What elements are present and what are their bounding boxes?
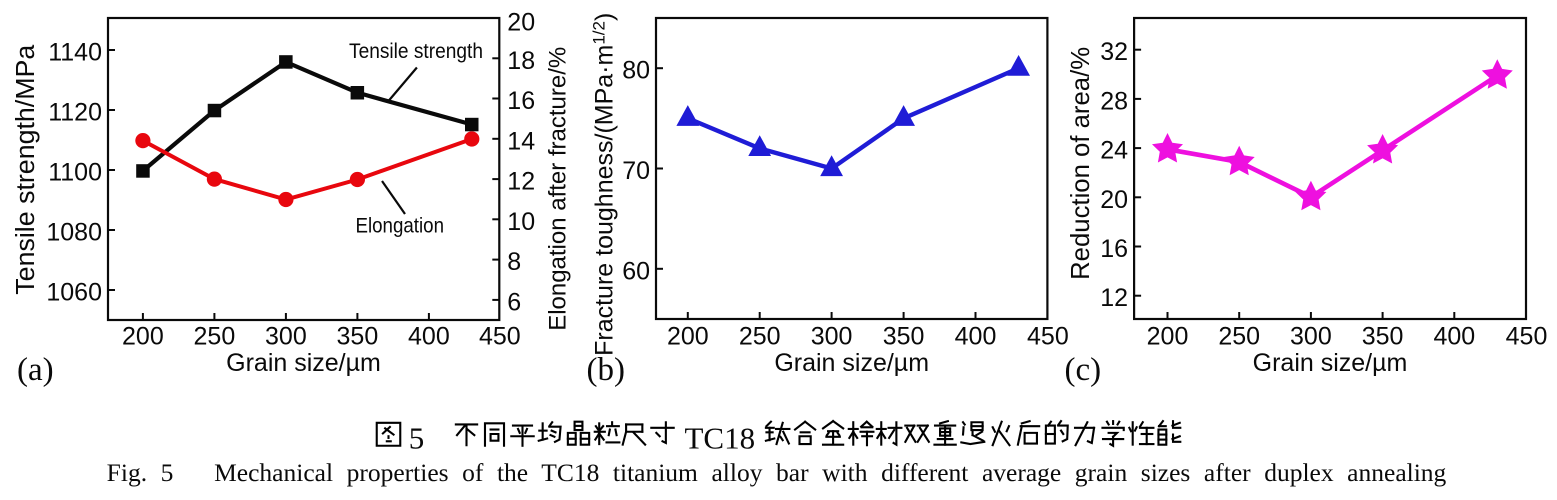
svg-text:1060: 1060 [46, 279, 102, 307]
svg-text:20: 20 [507, 9, 535, 37]
svg-text:14: 14 [507, 127, 535, 155]
svg-text:28: 28 [1100, 87, 1128, 115]
svg-text:Elongation after fracture/%: Elongation after fracture/% [545, 47, 572, 331]
svg-text:10: 10 [507, 208, 535, 236]
svg-text:60: 60 [622, 257, 650, 285]
svg-text:5: 5 [409, 421, 425, 456]
svg-text:18: 18 [507, 47, 535, 75]
svg-text:350: 350 [883, 323, 925, 351]
svg-text:300: 300 [1290, 323, 1332, 351]
svg-text:1080: 1080 [46, 219, 102, 247]
svg-text:Grain size/µm: Grain size/µm [1253, 349, 1408, 377]
svg-text:350: 350 [337, 323, 379, 351]
svg-text:Fracture toughness/(MPa·m1/2): Fracture toughness/(MPa·m1/2) [590, 13, 619, 356]
svg-text:6: 6 [507, 288, 521, 316]
svg-text:Reduction of area/%: Reduction of area/% [1067, 47, 1095, 280]
svg-text:200: 200 [1147, 323, 1189, 351]
svg-text:8: 8 [507, 248, 521, 276]
svg-text:200: 200 [122, 323, 164, 351]
svg-text:(c): (c) [1065, 352, 1102, 388]
svg-text:300: 300 [265, 323, 307, 351]
svg-text:16: 16 [1100, 235, 1128, 263]
svg-text:450: 450 [1506, 323, 1548, 351]
svg-text:350: 350 [1362, 323, 1404, 351]
svg-text:1100: 1100 [48, 159, 102, 187]
svg-text:16: 16 [507, 87, 535, 115]
svg-text:300: 300 [811, 323, 853, 351]
svg-text:Elongation: Elongation [356, 214, 445, 238]
svg-text:250: 250 [739, 323, 781, 351]
svg-text:Grain size/µm: Grain size/µm [226, 349, 381, 377]
svg-text:Grain size/µm: Grain size/µm [774, 349, 929, 377]
svg-text:20: 20 [1100, 186, 1128, 214]
svg-text:12: 12 [507, 168, 535, 196]
svg-text:Tensile strength: Tensile strength [349, 39, 483, 63]
svg-text:80: 80 [622, 57, 650, 85]
svg-text:(b): (b) [587, 352, 625, 388]
svg-text:450: 450 [479, 323, 521, 351]
svg-text:(a): (a) [17, 352, 54, 388]
svg-text:250: 250 [194, 323, 236, 351]
svg-text:400: 400 [408, 323, 450, 351]
svg-text:24: 24 [1100, 137, 1128, 165]
svg-text:450: 450 [1027, 323, 1069, 351]
svg-text:250: 250 [1218, 323, 1260, 351]
svg-text:12: 12 [1100, 284, 1128, 312]
svg-text:70: 70 [622, 157, 650, 185]
svg-text:1140: 1140 [48, 39, 102, 67]
svg-text:TC18: TC18 [685, 421, 756, 456]
svg-text:400: 400 [1433, 323, 1475, 351]
svg-text:200: 200 [667, 323, 709, 351]
svg-text:Fig. 5 Mechanical properties: Fig. 5 Mechanical properties of the TC18… [107, 458, 1447, 487]
svg-text:1120: 1120 [48, 99, 102, 127]
svg-text:400: 400 [955, 323, 997, 351]
svg-text:Tensile strength/MPa: Tensile strength/MPa [12, 44, 40, 295]
svg-text:32: 32 [1100, 38, 1128, 66]
